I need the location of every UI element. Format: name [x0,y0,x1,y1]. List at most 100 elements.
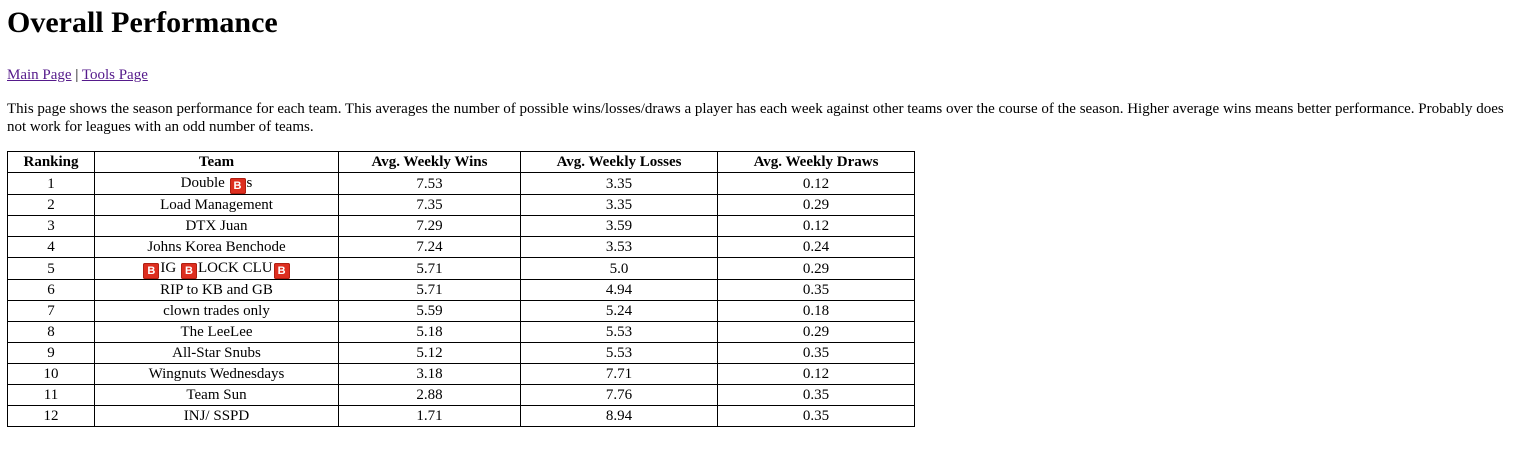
cell-ranking: 9 [7,342,95,364]
cell-avg-weekly-draws: 0.29 [717,194,915,216]
b-button-emoji-icon: B [229,178,246,194]
nav-links: Main Page | Tools Page [7,66,1510,84]
cell-team: DTX Juan [94,215,339,237]
cell-ranking: 3 [7,215,95,237]
table-row: 6 RIP to KB and GB 5.71 4.94 0.35 [7,279,915,301]
b-button-emoji-icon: B [143,263,160,279]
page-description: This page shows the season performance f… [7,101,1504,135]
team-name-text: INJ/ SSPD [183,408,250,424]
cell-avg-weekly-losses: 3.59 [520,215,718,237]
cell-avg-weekly-draws: 0.24 [717,236,915,258]
team-name-text: LOCK CLU [197,260,273,276]
cell-avg-weekly-draws: 0.29 [717,321,915,343]
cell-avg-weekly-losses: 5.53 [520,342,718,364]
cell-team: Wingnuts Wednesdays [94,363,339,385]
cell-avg-weekly-wins: 2.88 [338,384,521,406]
cell-avg-weekly-draws: 0.12 [717,363,915,385]
cell-avg-weekly-draws: 0.35 [717,405,915,427]
cell-team: B IG B LOCK CLU B [94,257,339,280]
cell-ranking: 8 [7,321,95,343]
team-name-text: All-Star Snubs [172,345,261,361]
b-button-emoji-icon: B [180,263,197,279]
tools-page-link[interactable]: Tools Page [81,67,148,83]
cell-avg-weekly-losses: 5.0 [520,257,718,280]
cell-avg-weekly-losses: 3.53 [520,236,718,258]
team-name-text: Johns Korea Benchode [147,239,286,255]
cell-ranking: 7 [7,300,95,322]
cell-avg-weekly-losses: 5.24 [520,300,718,322]
cell-ranking: 1 [7,172,95,195]
cell-ranking: 11 [7,384,95,406]
cell-avg-weekly-losses: 5.53 [520,321,718,343]
cell-avg-weekly-losses: 3.35 [520,194,718,216]
team-name-text: RIP to KB and GB [160,282,273,298]
cell-avg-weekly-wins: 7.53 [338,172,521,195]
b-button-emoji-icon: B [273,263,290,279]
cell-avg-weekly-wins: 1.71 [338,405,521,427]
table-row: 8 The LeeLee 5.18 5.53 0.29 [7,321,915,343]
cell-team: clown trades only [94,300,339,322]
table-row: 3 DTX Juan 7.29 3.59 0.12 [7,215,915,237]
header-team[interactable]: Team [94,151,339,173]
table-row: 2 Load Management 7.35 3.35 0.29 [7,194,915,216]
cell-ranking: 6 [7,279,95,301]
cell-team: The LeeLee [94,321,339,343]
cell-avg-weekly-wins: 5.12 [338,342,521,364]
cell-avg-weekly-wins: 5.71 [338,257,521,280]
cell-avg-weekly-wins: 5.59 [338,300,521,322]
cell-avg-weekly-draws: 0.35 [717,384,915,406]
cell-team: All-Star Snubs [94,342,339,364]
cell-team: RIP to KB and GB [94,279,339,301]
team-name-text: Double [180,175,229,191]
table-row: 12 INJ/ SSPD 1.71 8.94 0.35 [7,405,915,427]
team-name-text: Wingnuts Wednesdays [148,366,285,382]
cell-avg-weekly-wins: 7.24 [338,236,521,258]
cell-team: Johns Korea Benchode [94,236,339,258]
table-row: 9 All-Star Snubs 5.12 5.53 0.35 [7,342,915,364]
team-name-text: The LeeLee [180,324,253,340]
cell-avg-weekly-draws: 0.35 [717,342,915,364]
table-header-row: Ranking Team Avg. Weekly Wins Avg. Weekl… [7,151,915,173]
cell-team: Load Management [94,194,339,216]
cell-avg-weekly-losses: 4.94 [520,279,718,301]
header-avg-weekly-losses[interactable]: Avg. Weekly Losses [520,151,718,173]
cell-avg-weekly-losses: 7.71 [520,363,718,385]
team-name-text: clown trades only [163,303,270,319]
cell-avg-weekly-losses: 3.35 [520,172,718,195]
cell-avg-weekly-wins: 3.18 [338,363,521,385]
cell-avg-weekly-losses: 7.76 [520,384,718,406]
main-page-link[interactable]: Main Page [7,67,72,83]
cell-avg-weekly-wins: 5.18 [338,321,521,343]
cell-ranking: 2 [7,194,95,216]
cell-ranking: 5 [7,257,95,280]
team-name-text: DTX Juan [185,218,248,234]
cell-avg-weekly-draws: 0.29 [717,257,915,280]
page-title: Overall Performance [7,6,278,39]
cell-avg-weekly-wins: 7.29 [338,215,521,237]
cell-team: INJ/ SSPD [94,405,339,427]
nav-separator: | [75,67,79,83]
table-row: 5 B IG B LOCK CLU B 5.71 5.0 0.29 [7,257,915,280]
cell-avg-weekly-draws: 0.18 [717,300,915,322]
cell-avg-weekly-draws: 0.12 [717,172,915,195]
header-ranking[interactable]: Ranking [7,151,95,173]
table-row: 4 Johns Korea Benchode 7.24 3.53 0.24 [7,236,915,258]
page: Overall Performance Main Page | Tools Pa… [0,5,1517,427]
table-row: 11 Team Sun 2.88 7.76 0.35 [7,384,915,406]
cell-avg-weekly-wins: 5.71 [338,279,521,301]
header-avg-weekly-wins[interactable]: Avg. Weekly Wins [338,151,521,173]
header-avg-weekly-draws[interactable]: Avg. Weekly Draws [717,151,915,173]
cell-avg-weekly-losses: 8.94 [520,405,718,427]
cell-avg-weekly-wins: 7.35 [338,194,521,216]
table-row: 7 clown trades only 5.59 5.24 0.18 [7,300,915,322]
cell-team: Team Sun [94,384,339,406]
table-row: 10 Wingnuts Wednesdays 3.18 7.71 0.12 [7,363,915,385]
team-name-text: Load Management [160,197,273,213]
cell-ranking: 4 [7,236,95,258]
team-name-text: Team Sun [186,387,247,403]
cell-avg-weekly-draws: 0.35 [717,279,915,301]
cell-ranking: 12 [7,405,95,427]
